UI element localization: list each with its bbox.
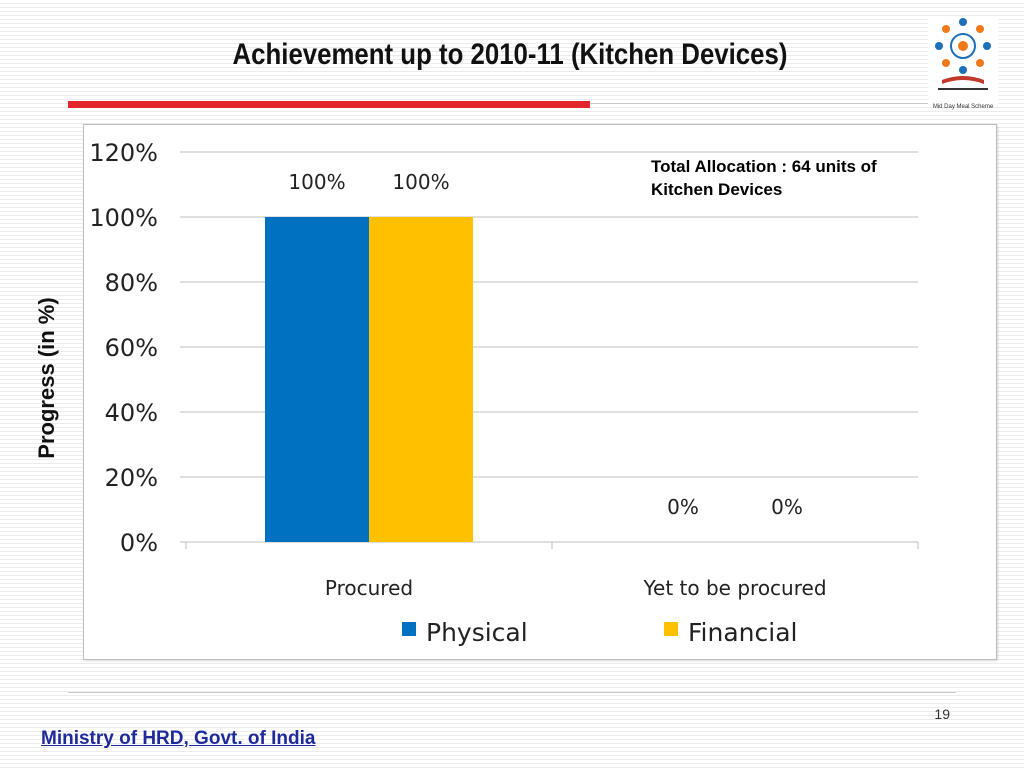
x-category-label: Yet to be procured [642,576,826,600]
data-label: 100% [392,170,449,194]
data-label: 0% [771,495,803,519]
logo-text: Mid Day Meal Scheme [932,104,994,110]
mid-day-meal-logo: Mid Day Meal Scheme [928,16,998,110]
legend-swatch-physical [402,622,416,636]
footer-rule [68,692,956,693]
slide-title: Achievement up to 2010-11 (Kitchen Devic… [232,38,788,71]
bar-financial [369,217,473,542]
title-rule-gray [590,103,930,104]
allocation-note-line-1: Total Allocation : 64 units of [651,157,877,176]
legend-label-physical: Physical [426,618,528,647]
y-tick-label: 0% [120,529,158,557]
allocation-note-line-2: Kitchen Devices [651,180,783,199]
bar-physical [265,217,369,542]
x-category-label: Procured [325,576,413,600]
data-label: 100% [288,170,345,194]
y-tick-label: 60% [105,334,158,362]
legend-swatch-financial [664,622,678,636]
y-tick-label: 80% [105,269,158,297]
y-tick-label: 40% [105,399,158,427]
y-tick-label: 20% [105,464,158,492]
page-number: 19 [934,706,950,722]
footer-ministry-text: Ministry of HRD, Govt. of India [41,728,316,749]
y-tick-label: 120% [89,139,158,167]
y-tick-label: 100% [89,204,158,232]
allocation-note: Total Allocation : 64 units of Kitchen D… [651,155,971,201]
logo-emblem-icon [935,18,991,90]
data-label: 0% [667,495,699,519]
title-rule-red [68,101,590,108]
legend-label-financial: Financial [688,618,797,647]
chart-panel [83,124,997,660]
